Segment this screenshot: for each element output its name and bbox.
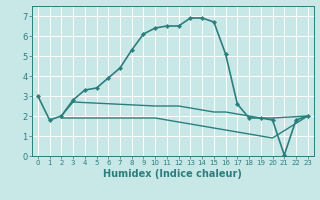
X-axis label: Humidex (Indice chaleur): Humidex (Indice chaleur) [103,169,242,179]
